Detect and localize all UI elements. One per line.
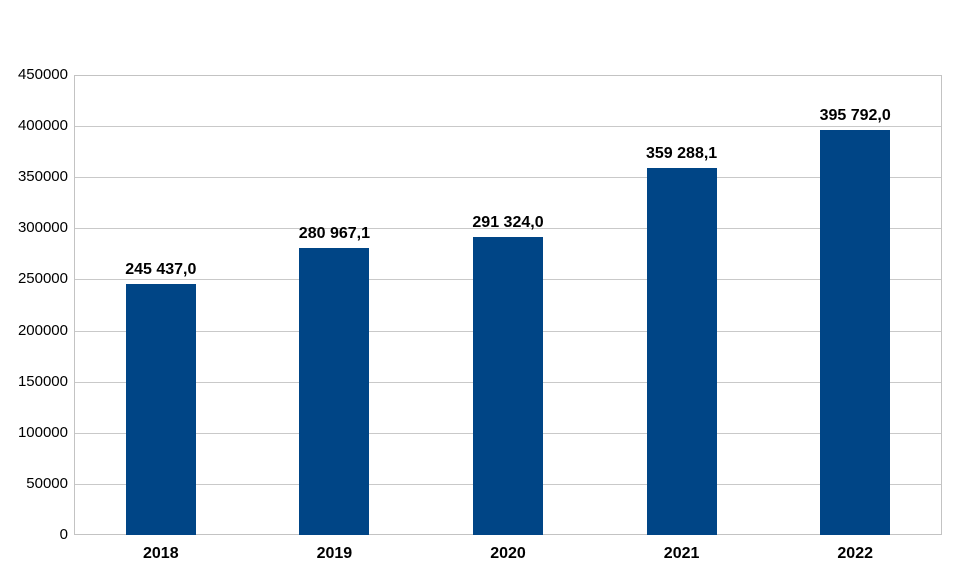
x-tick-label: 2021 bbox=[663, 545, 700, 562]
y-tick-label: 150000 bbox=[17, 372, 68, 390]
gridline bbox=[75, 228, 941, 230]
y-tick-label: 250000 bbox=[17, 270, 68, 288]
x-tick-label: 2022 bbox=[837, 545, 873, 562]
y-tick-label: 400000 bbox=[17, 117, 68, 135]
y-tick-label: 50000 bbox=[26, 474, 68, 492]
x-tick-label: 2019 bbox=[316, 545, 353, 562]
bar-value-label: 359 288,1 bbox=[646, 144, 718, 162]
y-tick-label: 100000 bbox=[17, 423, 68, 441]
x-tick-label: 2020 bbox=[490, 545, 526, 562]
bar-value-label: 245 437,0 bbox=[125, 261, 197, 279]
y-tick-label: 300000 bbox=[17, 219, 68, 237]
y-tick-label: 200000 bbox=[17, 321, 68, 339]
y-tick-label: 450000 bbox=[17, 66, 68, 83]
bar-value-label: 280 967,1 bbox=[298, 224, 370, 242]
bar-value-label: 291 324,0 bbox=[472, 214, 544, 232]
bar-2019 bbox=[299, 247, 370, 535]
y-tick-label: 350000 bbox=[17, 168, 68, 186]
y-tick-label: 0 bbox=[59, 526, 68, 543]
x-tick-label: 2018 bbox=[143, 545, 179, 562]
bar-value-label: 395 792,0 bbox=[819, 107, 891, 125]
bar-2021 bbox=[646, 167, 717, 535]
bar-2018 bbox=[125, 284, 196, 535]
gridline bbox=[75, 177, 941, 179]
bar-2020 bbox=[473, 237, 543, 535]
bar-2022 bbox=[820, 130, 891, 535]
gridline bbox=[75, 126, 941, 128]
